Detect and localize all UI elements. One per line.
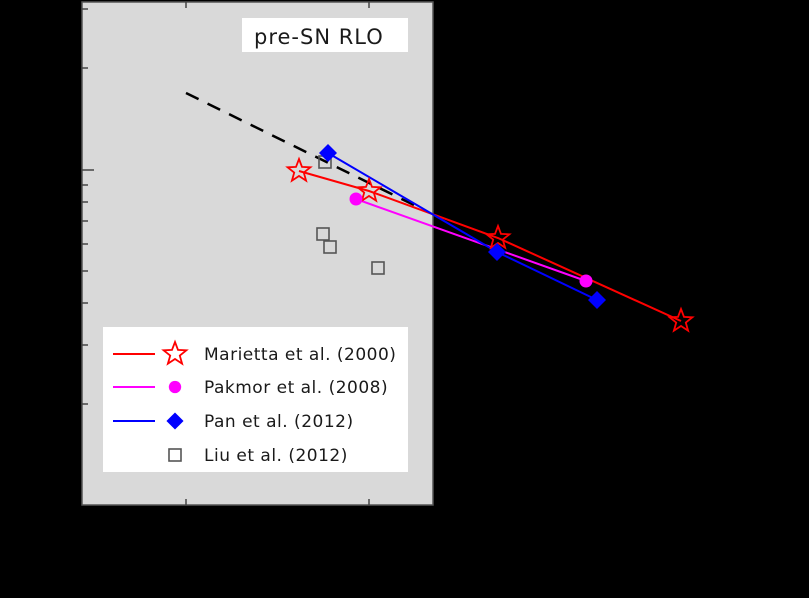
legend-item: Liu et al. (2012) xyxy=(168,446,348,466)
circle-marker-icon xyxy=(349,192,363,206)
annotation-label: pre-SN RLO xyxy=(254,25,384,49)
legend-item: Pan et al. (2012) xyxy=(113,412,354,432)
legend-label: Pakmor et al. (2008) xyxy=(204,378,388,398)
legend-item: Pakmor et al. (2008) xyxy=(113,378,388,398)
star-marker-icon xyxy=(484,223,512,250)
legend-label: Marietta et al. (2000) xyxy=(204,345,396,365)
series-line xyxy=(355,198,587,282)
square-marker-icon xyxy=(323,240,337,254)
legend-item: Marietta et al. (2000) xyxy=(113,339,396,366)
axis-ticks xyxy=(82,2,370,505)
diamond-marker-icon xyxy=(319,144,337,162)
reference-dashed-line xyxy=(185,91,419,209)
circle-marker-icon xyxy=(168,380,182,394)
legend-box xyxy=(103,327,408,472)
legend: Marietta et al. (2000) Pakmor et al. (200… xyxy=(103,327,408,472)
legend-label: Pan et al. (2012) xyxy=(204,412,354,432)
diamond-marker-icon xyxy=(588,291,606,309)
annotation-box: pre-SN RLO xyxy=(242,18,408,52)
diamond-marker-icon xyxy=(488,243,506,261)
square-marker-icon xyxy=(371,261,385,275)
star-marker-icon xyxy=(285,156,313,183)
circle-marker-icon xyxy=(579,274,593,288)
star-marker-icon xyxy=(355,176,383,203)
series-markers xyxy=(285,144,695,333)
square-marker-icon xyxy=(168,448,182,462)
diamond-marker-icon xyxy=(166,412,184,430)
dashed-reference-line xyxy=(185,91,419,209)
square-marker-icon xyxy=(316,227,330,241)
legend-label: Liu et al. (2012) xyxy=(204,446,348,466)
star-marker-icon xyxy=(161,339,189,366)
star-marker-icon xyxy=(667,306,695,333)
